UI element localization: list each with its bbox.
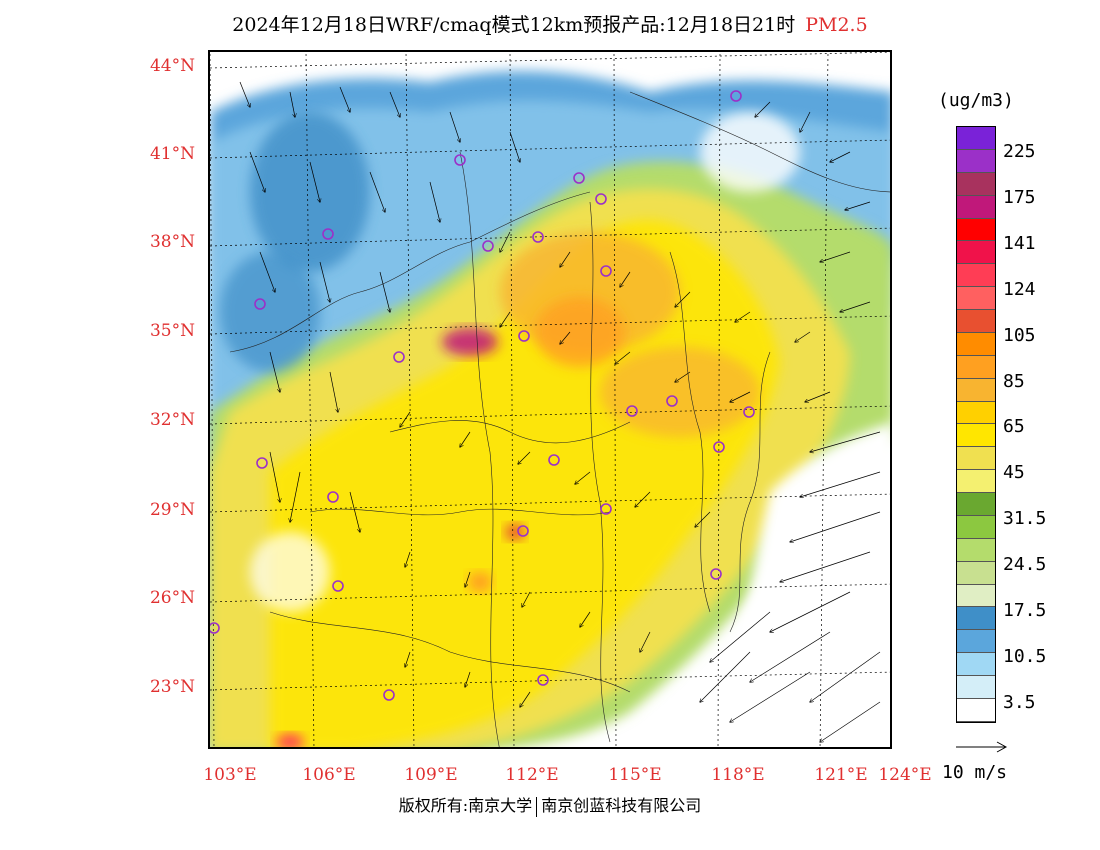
colorbar-segment (957, 172, 995, 196)
colorbar-segment (957, 607, 995, 631)
title-main: 2024年12月18日WRF/cmaq模式12km预报产品:12月18日21时 (232, 14, 796, 36)
lat-label-23n: 23°N (149, 677, 195, 697)
copyright-separator (536, 796, 538, 817)
lat-label-32n: 32°N (149, 410, 195, 430)
lon-label-115e: 115°E (608, 765, 662, 785)
wind-vectors (239, 81, 881, 742)
lat-label-38n: 38°N (149, 232, 195, 252)
colorbar-segment (957, 561, 995, 585)
lon-label-121e: 121°E (814, 765, 868, 785)
colorbar-segment (957, 630, 995, 654)
title-variable: PM2.5 (805, 14, 868, 36)
colorbar-unit: (ug/m3) (938, 90, 1014, 111)
colorbar-label: 141 (1003, 233, 1036, 254)
chart-title: 2024年12月18日WRF/cmaq模式12km预报产品:12月18日21时 P… (0, 10, 1100, 37)
lat-label-26n: 26°N (149, 588, 195, 608)
colorbar-segment (957, 264, 995, 288)
colorbar-segment (957, 355, 995, 379)
colorbar-segment (957, 538, 995, 562)
colorbar-segment (957, 149, 995, 173)
colorbar-segment (957, 447, 995, 471)
colorbar-label: 24.5 (1003, 554, 1047, 575)
colorbar-segment (957, 515, 995, 539)
colorbar-label: 225 (1003, 141, 1036, 162)
lat-label-41n: 41°N (149, 144, 195, 164)
colorbar-segment (957, 310, 995, 333)
colorbar-segment (957, 241, 995, 265)
pm25-map (208, 50, 892, 749)
colorbar (956, 126, 996, 723)
lon-label-106e: 106°E (302, 765, 356, 785)
colorbar-segment (957, 287, 995, 310)
colorbar-segment (957, 332, 995, 356)
colorbar-label: 3.5 (1003, 692, 1036, 713)
colorbar-label: 17.5 (1003, 600, 1047, 621)
colorbar-segment (957, 470, 995, 493)
wind-reference-label: 10 m/s (942, 762, 1008, 783)
colorbar-segment (957, 698, 995, 722)
colorbar-label: 175 (1003, 187, 1036, 208)
colorbar-label: 124 (1003, 279, 1036, 300)
lon-label-109e: 109°E (404, 765, 458, 785)
boundaries (229, 91, 890, 747)
copyright-left: 版权所有:南京大学 (398, 796, 533, 815)
colorbar-label: 10.5 (1003, 646, 1047, 667)
map-canvas (210, 52, 890, 747)
pm25-field (210, 52, 890, 747)
graticule (210, 52, 890, 747)
colorbar-segment (957, 653, 995, 676)
colorbar-segment (957, 127, 995, 150)
lon-label-112e: 112°E (505, 765, 559, 785)
colorbar-segment (957, 401, 995, 425)
colorbar-segment (957, 195, 995, 219)
lon-label-124e: 124°E (878, 765, 932, 785)
lat-label-35n: 35°N (149, 321, 195, 341)
copyright-right: 南京创蓝科技有限公司 (541, 796, 702, 815)
city-markers (210, 90, 755, 701)
colorbar-label: 85 (1003, 371, 1025, 392)
lat-label-44n: 44°N (149, 56, 195, 76)
wind-reference-arrow (956, 741, 1008, 753)
colorbar-segment (957, 493, 995, 516)
colorbar-segment (957, 676, 995, 699)
copyright: 版权所有:南京大学 南京创蓝科技有限公司 (0, 792, 1100, 817)
colorbar-segment (957, 424, 995, 448)
lon-label-118e: 118°E (711, 765, 765, 785)
colorbar-label: 105 (1003, 325, 1036, 346)
lat-label-29n: 29°N (149, 500, 195, 520)
lon-label-103e: 103°E (203, 765, 257, 785)
colorbar-segment (957, 218, 995, 242)
colorbar-segment (957, 378, 995, 402)
colorbar-label: 45 (1003, 462, 1025, 483)
colorbar-label: 65 (1003, 416, 1025, 437)
colorbar-label: 31.5 (1003, 508, 1047, 529)
colorbar-segment (957, 584, 995, 608)
